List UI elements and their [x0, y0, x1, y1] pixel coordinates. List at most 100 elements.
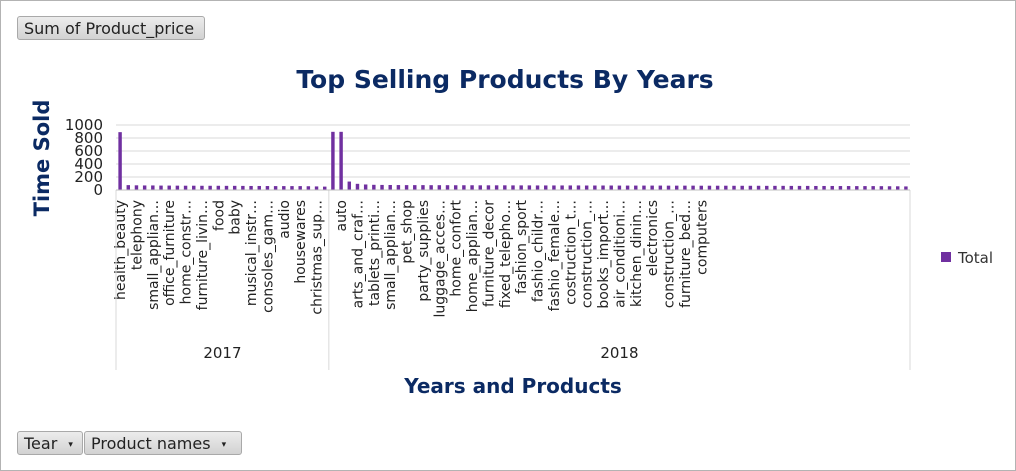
bar [118, 132, 122, 190]
x-tick-label: auto [334, 200, 350, 232]
bar [413, 185, 417, 190]
bar [134, 185, 139, 190]
x-tick-label: fashio_childr… [531, 200, 547, 302]
x-tick-label: kitchen_dinin… [629, 200, 645, 307]
y-tick-label: 1000 [65, 116, 103, 134]
bar [167, 185, 171, 190]
legend-label: Total [957, 249, 993, 267]
bar [151, 185, 155, 190]
bar [429, 185, 433, 190]
x-group-label: 2017 [203, 344, 241, 362]
y-tick-label: 800 [74, 129, 103, 147]
x-tick-label: arts_and_craf… [350, 200, 366, 308]
bar [740, 185, 744, 190]
x-tick-label: fashion_sport [514, 199, 530, 294]
bar [347, 181, 352, 190]
x-tick-label: party_supplies [416, 200, 432, 302]
bar [830, 185, 834, 190]
y-tick-label: 0 [93, 181, 103, 199]
bar [887, 186, 892, 190]
x-axis-title: Years and Products [403, 374, 622, 398]
bar [724, 185, 728, 190]
bar [421, 185, 425, 190]
year-filter-label: Tear [24, 434, 58, 453]
x-tick-label: small_applian… [383, 200, 399, 310]
x-tick-label: home_constr… [179, 200, 195, 304]
product-filter-button[interactable]: Product names ▾ [84, 431, 242, 455]
bar [511, 185, 515, 190]
bar [617, 185, 622, 190]
bar [257, 185, 261, 190]
bar [904, 186, 908, 190]
year-filter-button[interactable]: Tear ▾ [17, 431, 83, 455]
bar [486, 185, 491, 190]
bar [396, 185, 401, 190]
x-tick-label: fixed_telepho… [498, 200, 514, 308]
bar [552, 185, 556, 190]
bar [453, 185, 458, 190]
x-tick-label: home_confort [449, 200, 465, 297]
bar [331, 131, 335, 190]
bar [323, 186, 327, 190]
bar [363, 184, 368, 190]
value-field-button[interactable]: Sum of Product_price [17, 16, 205, 40]
bar [380, 184, 384, 190]
x-tick-label: construction_… [580, 200, 596, 308]
x-tick-label: housewares [293, 200, 309, 284]
y-tick-label: 200 [74, 168, 103, 186]
bar [404, 185, 409, 190]
bar [748, 185, 753, 190]
bar [298, 186, 302, 190]
x-tick-label: luggage_acces… [432, 200, 448, 318]
bar [584, 185, 589, 190]
x-tick-label: small_applian… [146, 200, 162, 310]
bar [462, 185, 466, 190]
bar [183, 185, 188, 190]
y-axis-title: Time Sold [30, 100, 54, 217]
bar [560, 185, 564, 190]
bar [265, 186, 270, 190]
bar [339, 131, 343, 190]
y-tick-label: 400 [74, 155, 103, 173]
bar [707, 185, 712, 190]
x-tick-label: books_import… [596, 200, 612, 309]
bar [625, 185, 630, 190]
bar [674, 185, 679, 190]
legend-swatch [941, 252, 951, 262]
x-tick-label: musical_instr… [244, 200, 260, 306]
bar [241, 185, 245, 190]
bar [855, 186, 859, 190]
bar [142, 185, 147, 190]
bar [846, 186, 851, 190]
bar [642, 185, 646, 190]
bar [781, 185, 785, 190]
x-tick-label: costruction_t… [563, 200, 579, 305]
bar [609, 185, 613, 190]
bar [355, 183, 360, 190]
x-tick-label: baby [228, 200, 244, 235]
bar [666, 185, 671, 190]
bar [192, 185, 196, 190]
bar [232, 185, 237, 190]
bar [683, 185, 687, 190]
bar [715, 185, 720, 190]
x-tick-label: computers [694, 200, 710, 275]
x-tick-label: construction_… [662, 200, 678, 308]
y-tick-label: 600 [74, 142, 103, 160]
bar [805, 185, 810, 190]
x-tick-label: health_beauty [113, 200, 129, 300]
chevron-down-icon: ▾ [221, 439, 227, 450]
bar [249, 185, 253, 190]
bar [306, 186, 311, 190]
x-tick-label: consoles_gam… [260, 200, 276, 313]
bar [273, 186, 278, 190]
bar [601, 185, 605, 190]
value-field-label: Sum of Product_price [24, 19, 195, 38]
bar [175, 185, 180, 190]
x-tick-label: tablets_printi… [367, 200, 383, 306]
x-tick-label: furniture_bed… [678, 200, 694, 308]
bar [535, 185, 540, 190]
bar [879, 186, 884, 190]
